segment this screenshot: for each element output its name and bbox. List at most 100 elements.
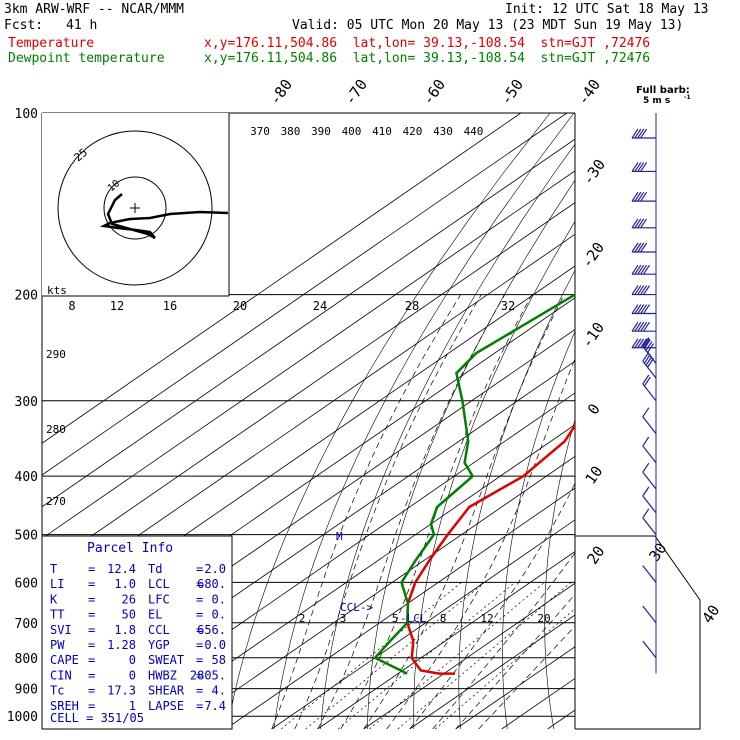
theta-label: 430 (433, 125, 453, 138)
model-title: 3km ARW-WRF -- NCAR/MMM (4, 2, 185, 17)
barb-feather (640, 128, 648, 139)
barb-feather (637, 128, 645, 139)
barb-feather (631, 128, 639, 139)
theta-label: 400 (342, 125, 362, 138)
parcel-eq: = (88, 608, 95, 622)
barb-feather (640, 338, 648, 349)
isotherm (179, 455, 575, 729)
parcel-cell: CELL = 351/05 (50, 711, 144, 725)
isotherm-label: -40 (574, 76, 604, 109)
barb-feather (634, 242, 642, 253)
isotherm-label: -20 (578, 239, 608, 272)
isotherm (594, 113, 740, 729)
wind-barb (642, 565, 657, 583)
barb-shaft (642, 495, 657, 514)
isotherm (133, 424, 575, 729)
mixing-ratio-label: 20 (537, 612, 550, 625)
dry-adiabat (544, 418, 575, 729)
parcel-eq: = (88, 684, 95, 698)
theta-label: 270 (46, 495, 66, 508)
theta-label: 390 (311, 125, 331, 138)
parcel-key: T (50, 562, 57, 576)
dry-adiabat (458, 269, 575, 729)
pressure-label-900: 900 (15, 683, 38, 698)
barb-feather (640, 285, 648, 295)
parcel-eq: = (88, 699, 95, 713)
barb-feather (637, 218, 645, 229)
parcel-eq: = (196, 623, 203, 637)
isotherm-label: -50 (497, 76, 527, 109)
barb-feather (647, 343, 655, 353)
legend-dewpoint-info: x,y=176.11,504.86 lat,lon= 39.13,-108.54… (204, 51, 651, 66)
hodograph-speed-label: 20 (233, 299, 247, 313)
parcel-eq: = (88, 562, 95, 576)
barb-feather (631, 242, 639, 253)
parcel-key: EL (148, 608, 162, 622)
barb-feather (643, 339, 651, 349)
parcel-eq: = (196, 592, 203, 606)
isotherm-label: 10 (581, 463, 606, 488)
barb-feather (640, 242, 648, 253)
parcel-key: TT (50, 608, 64, 622)
dry-adiabat (586, 113, 740, 729)
theta-labels: 370 380 390 400 410 420 430 440 290 280 270 (46, 125, 483, 508)
barb-feather (637, 264, 645, 275)
parcel-key: CCL (148, 623, 170, 637)
theta-label: 280 (46, 423, 66, 436)
parcel-key: Tc (50, 684, 64, 698)
isotherm-label: 30 (645, 540, 670, 565)
wind-barb (642, 640, 657, 659)
hodograph-ring-25 (57, 130, 213, 286)
ccl-label: CCL-> (340, 601, 373, 614)
isotherm (271, 519, 575, 729)
theta-label: 380 (281, 125, 301, 138)
barb-legend: Full barb: 5 m s -1 (636, 85, 691, 106)
hodograph-speed-label: 8 (68, 299, 75, 313)
barb-feather (637, 321, 645, 332)
barb-feather (640, 264, 648, 275)
isotherm (363, 582, 575, 729)
barb-feather (637, 162, 645, 172)
pressure-label-800: 800 (15, 652, 38, 667)
valid-time: Valid: 05 UTC Mon 20 May 13 (23 MDT Sun … (292, 18, 684, 33)
isotherm-label: -10 (578, 319, 608, 352)
legend-temperature-name: Temperature (8, 36, 95, 51)
barb-feather (642, 508, 650, 519)
moist-adiabat (294, 294, 482, 729)
barb-feather (637, 242, 645, 253)
lower-right-boundary (575, 535, 701, 730)
barb-feather (634, 321, 642, 332)
parcel-value: 0. (212, 608, 226, 622)
parcel-eq: = (196, 562, 203, 576)
annotations: M CCL-> -LCL (336, 530, 427, 625)
pressure-label-600: 600 (15, 576, 38, 591)
barb-feather (645, 341, 653, 351)
parcel-key: CIN (50, 668, 72, 682)
parcel-eq: = (88, 638, 95, 652)
barb-feather (634, 218, 642, 229)
barb-feather (631, 218, 639, 229)
barb-feather (637, 338, 645, 349)
barb-feather (642, 351, 650, 362)
barb-feather (634, 128, 642, 139)
isotherm-label: 20 (583, 543, 608, 568)
barb-feather (643, 353, 651, 364)
moist-adiabat (271, 294, 461, 729)
forecast-label: Fcst: (4, 18, 44, 33)
barb-feather (643, 338, 651, 349)
wind-barb (642, 462, 657, 490)
barb-shaft (642, 416, 657, 434)
barb-feather (637, 304, 645, 314)
mixing-ratio-line (369, 582, 545, 729)
barb-feather (640, 304, 648, 314)
barb-shaft (642, 360, 657, 379)
wind-barb (631, 242, 656, 253)
mixing-ratio-label: 12 (480, 612, 493, 625)
forecast-hour: 41 h (66, 18, 98, 33)
wind-barb (631, 321, 656, 332)
parcel-key: CAPE (50, 653, 79, 667)
barb-shaft (642, 640, 657, 659)
parcel-value: 1.8 (114, 623, 136, 637)
wind-barb (631, 162, 656, 173)
